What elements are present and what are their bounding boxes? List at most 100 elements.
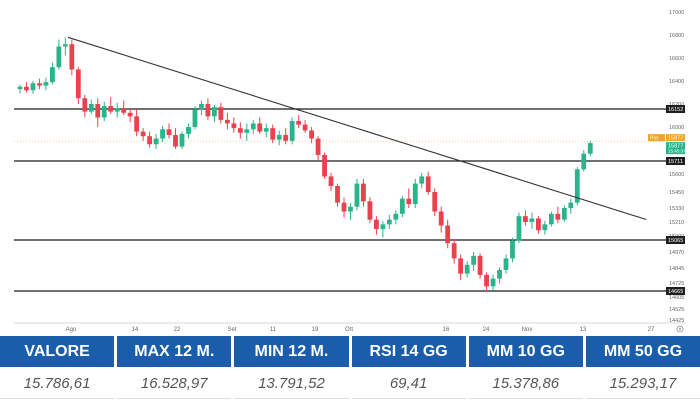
pos-value-badge bbox=[666, 134, 685, 142]
candle-body bbox=[581, 153, 587, 170]
level-lines-group bbox=[14, 108, 666, 292]
y-tick-label: 16000 bbox=[669, 125, 684, 131]
candle-body bbox=[302, 124, 308, 131]
y-tick-label: 14525 bbox=[669, 307, 684, 313]
candle-body bbox=[328, 176, 334, 186]
candle-body bbox=[56, 46, 62, 68]
candle-body bbox=[386, 219, 392, 225]
candle-body bbox=[95, 104, 101, 118]
candle-body bbox=[568, 202, 574, 208]
candle-body bbox=[367, 201, 373, 220]
candle-body bbox=[108, 106, 114, 112]
candle-body bbox=[88, 104, 94, 112]
candle-body bbox=[516, 216, 522, 241]
level-badge bbox=[666, 236, 685, 244]
candle-body bbox=[43, 82, 49, 86]
candle-body bbox=[257, 123, 263, 132]
candle-body bbox=[322, 154, 327, 177]
level-badge-label: 15711 bbox=[668, 159, 683, 165]
trendline bbox=[67, 36, 647, 221]
candle-body bbox=[101, 106, 107, 118]
candle-body bbox=[114, 108, 120, 112]
x-tick-label: 16 bbox=[443, 327, 450, 333]
candle-body bbox=[231, 123, 237, 129]
level-badge bbox=[666, 105, 685, 113]
stats-header-row: VALORE MAX 12 M. MIN 12 M. RSI 14 GG MM … bbox=[0, 336, 700, 367]
y-tick-label: 15600 bbox=[669, 172, 684, 178]
candle-body bbox=[490, 278, 496, 287]
candle-body bbox=[205, 104, 211, 117]
candle-body bbox=[432, 192, 438, 212]
candle-body bbox=[555, 213, 561, 220]
stats-value-min-12m: 13.791,52 bbox=[234, 368, 349, 399]
candle-body bbox=[134, 116, 140, 132]
candle-body bbox=[399, 198, 405, 214]
candle-body bbox=[548, 213, 554, 225]
candle-body bbox=[335, 186, 340, 203]
candle-body bbox=[289, 121, 295, 141]
candle-body bbox=[69, 44, 75, 70]
stats-value-rsi-14gg: 69,41 bbox=[351, 368, 466, 399]
candle-body bbox=[438, 211, 444, 226]
y-tick-label: 14970 bbox=[669, 250, 684, 256]
candle-body bbox=[587, 143, 593, 154]
stats-header-valore: VALORE bbox=[0, 336, 115, 367]
level-badge bbox=[666, 287, 685, 295]
candle-body bbox=[361, 183, 366, 202]
y-tick-label: 15210 bbox=[669, 220, 684, 226]
pos-badge-label: Pos bbox=[650, 135, 659, 141]
x-tick-label: 19 bbox=[312, 327, 319, 333]
candle-body bbox=[497, 269, 502, 279]
level-badge bbox=[666, 157, 685, 165]
candle-body bbox=[186, 127, 191, 134]
candle-body bbox=[484, 274, 489, 287]
candle-body bbox=[147, 136, 152, 145]
y-tick-label: 16800 bbox=[669, 33, 684, 39]
pos-value-label: 15877 bbox=[668, 135, 683, 141]
stats-header-min-12m: MIN 12 M. bbox=[234, 336, 349, 367]
candle-body bbox=[237, 128, 243, 133]
candle-body bbox=[82, 98, 88, 112]
candle-body bbox=[574, 169, 580, 203]
candle-body bbox=[218, 107, 224, 120]
candle-body bbox=[127, 112, 133, 117]
candle-body bbox=[224, 119, 230, 124]
candle-body bbox=[153, 138, 159, 145]
candle-body bbox=[309, 130, 314, 139]
stats-header-mm-10gg: MM 10 GG bbox=[468, 336, 583, 367]
candle-body bbox=[529, 218, 535, 222]
x-tick-label: Nov bbox=[522, 327, 533, 333]
candle-body bbox=[354, 183, 360, 207]
candle-body bbox=[75, 69, 81, 99]
y-tick-label: 14845 bbox=[669, 266, 684, 272]
stats-table: VALORE MAX 12 M. MIN 12 M. RSI 14 GG MM … bbox=[0, 336, 700, 400]
price-chart: 1700016800166001640016200160001580015600… bbox=[14, 10, 686, 333]
candle-body bbox=[166, 129, 172, 136]
level-badge-label: 14665 bbox=[668, 289, 683, 295]
candle-body bbox=[406, 198, 412, 204]
candle-body bbox=[192, 109, 198, 127]
candle-body bbox=[425, 176, 431, 192]
stats-header-rsi-14gg: RSI 14 GG bbox=[351, 336, 466, 367]
trendline-group bbox=[67, 36, 647, 221]
candle-body bbox=[451, 243, 457, 259]
candle-body bbox=[121, 108, 127, 113]
candle-body bbox=[270, 128, 276, 140]
candle-body bbox=[283, 135, 289, 141]
candle-body bbox=[458, 258, 464, 274]
candle-body bbox=[380, 224, 386, 229]
x-tick-label: 27 bbox=[648, 327, 655, 333]
candle-body bbox=[393, 213, 399, 220]
candle-body bbox=[244, 129, 250, 133]
candle-body bbox=[503, 258, 509, 270]
stats-value-mm-10gg: 15.378,86 bbox=[468, 368, 583, 399]
candle-body bbox=[419, 176, 425, 184]
candle-body bbox=[276, 135, 282, 140]
candle-body bbox=[348, 206, 353, 212]
x-tick-label: 13 bbox=[580, 327, 587, 333]
last-price-label: 15877 bbox=[668, 144, 683, 150]
stats-value-valore: 15.786,61 bbox=[0, 368, 115, 399]
stats-value-row: 15.786,61 16.528,97 13.791,52 69,41 15.3… bbox=[0, 368, 700, 399]
candle-body bbox=[50, 67, 55, 83]
y-tick-label: 15330 bbox=[669, 206, 684, 212]
